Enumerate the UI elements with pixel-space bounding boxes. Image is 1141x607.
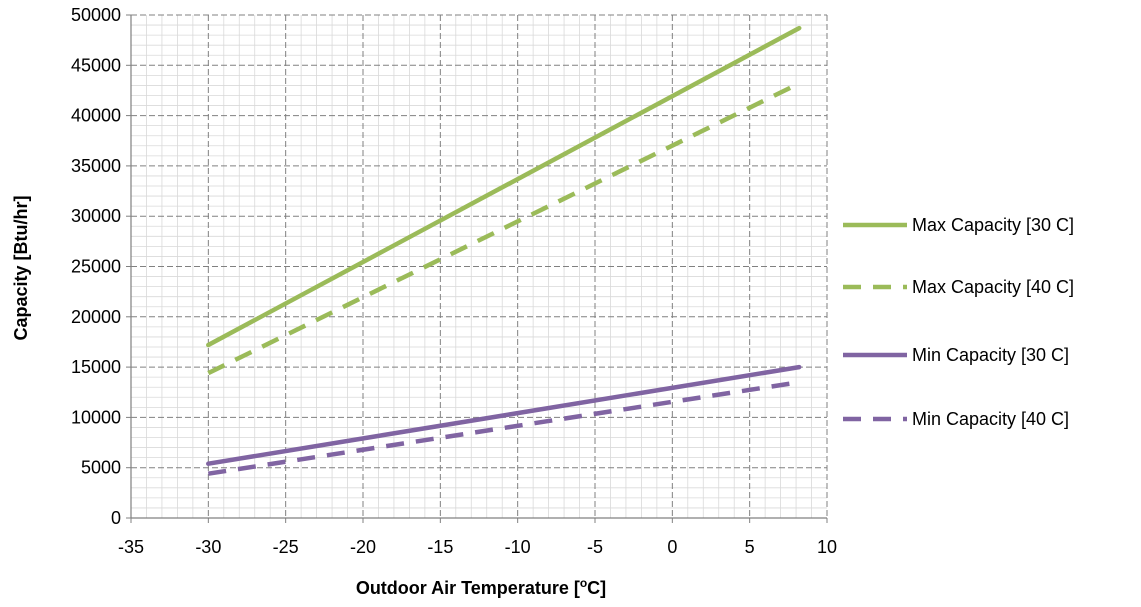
y-tick-label: 40000	[71, 106, 121, 126]
x-tick-label: 5	[745, 537, 755, 557]
x-tick-label: -10	[505, 537, 531, 557]
x-axis-title: Outdoor Air Temperature [oC]	[356, 576, 606, 598]
x-axis-title-superscript: o	[580, 576, 587, 590]
y-tick-label: 20000	[71, 307, 121, 327]
series-line-3	[206, 364, 802, 466]
series-lines	[206, 25, 802, 476]
y-tick-label: 50000	[71, 5, 121, 25]
legend-label-3: Min Capacity [30 C]	[912, 345, 1069, 365]
x-tick-label: 10	[817, 537, 837, 557]
y-tick-label: 25000	[71, 257, 121, 277]
y-tick-label: 5000	[81, 458, 121, 478]
x-tick-label: -25	[273, 537, 299, 557]
x-tick-label: -20	[350, 537, 376, 557]
x-axis-title-main: Outdoor Air Temperature [	[356, 578, 580, 598]
x-tick-label: -30	[195, 537, 221, 557]
major-gridlines	[130, 14, 828, 519]
y-tick-label: 35000	[71, 156, 121, 176]
series-line-1	[206, 25, 802, 348]
legend-label-4: Min Capacity [40 C]	[912, 409, 1069, 429]
y-tick-label: 15000	[71, 357, 121, 377]
series-line-2	[207, 81, 801, 376]
x-tick-label: -5	[587, 537, 603, 557]
series-line-4	[207, 379, 800, 476]
y-tick-label: 0	[111, 508, 121, 528]
x-tick-labels: -35 -30 -25 -20 -15 -10 -5 0 5 10	[118, 518, 837, 557]
legend: Max Capacity [30 C] Max Capacity [40 C] Mi…	[843, 215, 1074, 429]
y-tick-labels: 0 5000 10000 15000 20000 25000 30000 35000 40000…	[71, 5, 131, 528]
y-axis-title: Capacity [Btu/hr]	[11, 195, 31, 340]
legend-label-2: Max Capacity [40 C]	[912, 277, 1074, 297]
y-tick-label: 10000	[71, 407, 121, 427]
legend-label-1: Max Capacity [30 C]	[912, 215, 1074, 235]
x-tick-label: -15	[427, 537, 453, 557]
x-tick-label: 0	[667, 537, 677, 557]
x-axis-title-unit: C]	[587, 578, 606, 598]
x-tick-label: -35	[118, 537, 144, 557]
y-tick-label: 45000	[71, 55, 121, 75]
y-tick-label: 30000	[71, 206, 121, 226]
